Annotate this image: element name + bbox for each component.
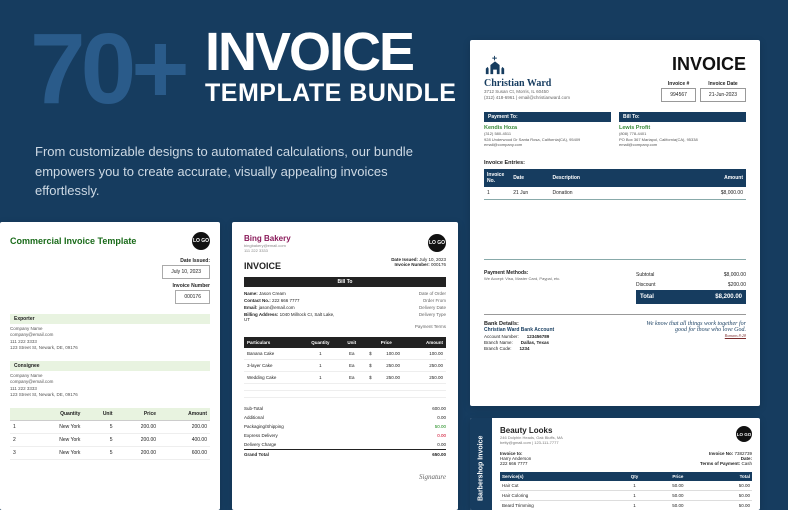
entries-label: Invoice Entries:: [484, 160, 746, 166]
bakery-invoice-card: Bing Bakery bingbakery@email.com111 222 …: [232, 222, 458, 510]
card3-brand: Christian Ward: [484, 78, 570, 89]
card3-invoice-title: INVOICE: [661, 54, 746, 75]
payment-to-header: Payment To:: [484, 112, 611, 122]
consignee-header: Consignee: [10, 361, 210, 371]
card4-brand: Beauty Looks: [500, 426, 563, 435]
hero-title-line2: TEMPLATE BUNDLE: [205, 79, 456, 108]
commercial-invoice-card: Commercial Invoice Template LO GO Date I…: [0, 222, 220, 510]
invoice-date-value: 21-Jun-2023: [700, 88, 746, 102]
date-issued-label: Date Issued:: [10, 258, 210, 264]
hero-number: 70+: [30, 12, 185, 127]
table-row: Hair Cut150.0050.00: [500, 481, 752, 491]
invoice-number-value: 994567: [661, 88, 696, 102]
table-row: Hair Coloring150.0050.00: [500, 491, 752, 501]
church-icon: [484, 54, 506, 76]
invoice-number-label: Invoice Number: [10, 283, 210, 289]
exporter-body: Company Namecompany@email.com111 222 333…: [10, 324, 210, 353]
table-row: Wedding Cake1Ea$250.00250.00: [244, 372, 446, 384]
logo-icon: LO GO: [736, 426, 752, 442]
hero-title-line1: INVOICE: [205, 28, 456, 77]
card2-brand: Bing Bakery: [244, 234, 291, 243]
consignee-body: Company Namecompany@email.com111 222 333…: [10, 371, 210, 400]
card2-totals: Sub-Total600.00 Additional0.00 Packaging…: [244, 404, 446, 459]
logo-icon: LO GO: [192, 232, 210, 250]
logo-icon: LO GO: [428, 234, 446, 252]
bill-to-header: Bill To:: [619, 112, 746, 122]
card4-table: Service(s)QtyPriceTotal Hair Cut150.0050…: [500, 472, 752, 510]
bill-to-header: Bill To: [244, 277, 446, 287]
table-row: 2New York5200.00400.00: [10, 434, 210, 447]
card2-brand-sub: bingbakery@email.com111 222 3333: [244, 243, 291, 253]
card3-address: 3712 Susan Ct, Morris, IL 60450(312) 418…: [484, 89, 570, 101]
table-row: Beard Trimming150.0050.00: [500, 501, 752, 510]
card4-sidebar-title: Barbershop Invoice: [470, 418, 492, 510]
table-row: 121 JunDonation$8,000.00: [484, 187, 746, 200]
date-issued-value: July 10, 2023: [162, 265, 210, 279]
church-invoice-card: Christian Ward 3712 Susan Ct, Morris, IL…: [470, 40, 760, 406]
table-row: Banana Cake1Ea$100.00100.00: [244, 348, 446, 360]
card4-brand-sub: 246 Dolphin Heads, Oak Bluffs, MAbetty@g…: [500, 435, 563, 445]
card3-table: Invoice No.DateDescriptionAmount 121 Jun…: [484, 169, 746, 260]
barbershop-invoice-card: Barbershop Invoice Beauty Looks 246 Dolp…: [470, 418, 760, 510]
card1-table: QuantityUnitPriceAmount 1New York5200.00…: [10, 408, 210, 460]
card3-totals: Subtotal$8,000.00 Discount$200.00 Total$…: [636, 270, 746, 304]
table-row: 1New York5200.00200.00: [10, 421, 210, 434]
hero-description: From customizable designs to automated c…: [35, 142, 435, 201]
exporter-header: Exporter: [10, 314, 210, 324]
hero-title: INVOICE TEMPLATE BUNDLE: [205, 28, 456, 108]
table-row: 3New York5200.00600.00: [10, 447, 210, 460]
table-row: 3-layer Cake1Ea$250.00250.00: [244, 360, 446, 372]
card1-title: Commercial Invoice Template: [10, 236, 136, 246]
card2-table: ParticularsQuantityUnitPriceAmount Banan…: [244, 337, 446, 398]
quote: We know that all things work together fo…: [646, 321, 746, 333]
invoice-number-value: 000176: [175, 290, 210, 304]
signature: Signature: [244, 473, 446, 481]
